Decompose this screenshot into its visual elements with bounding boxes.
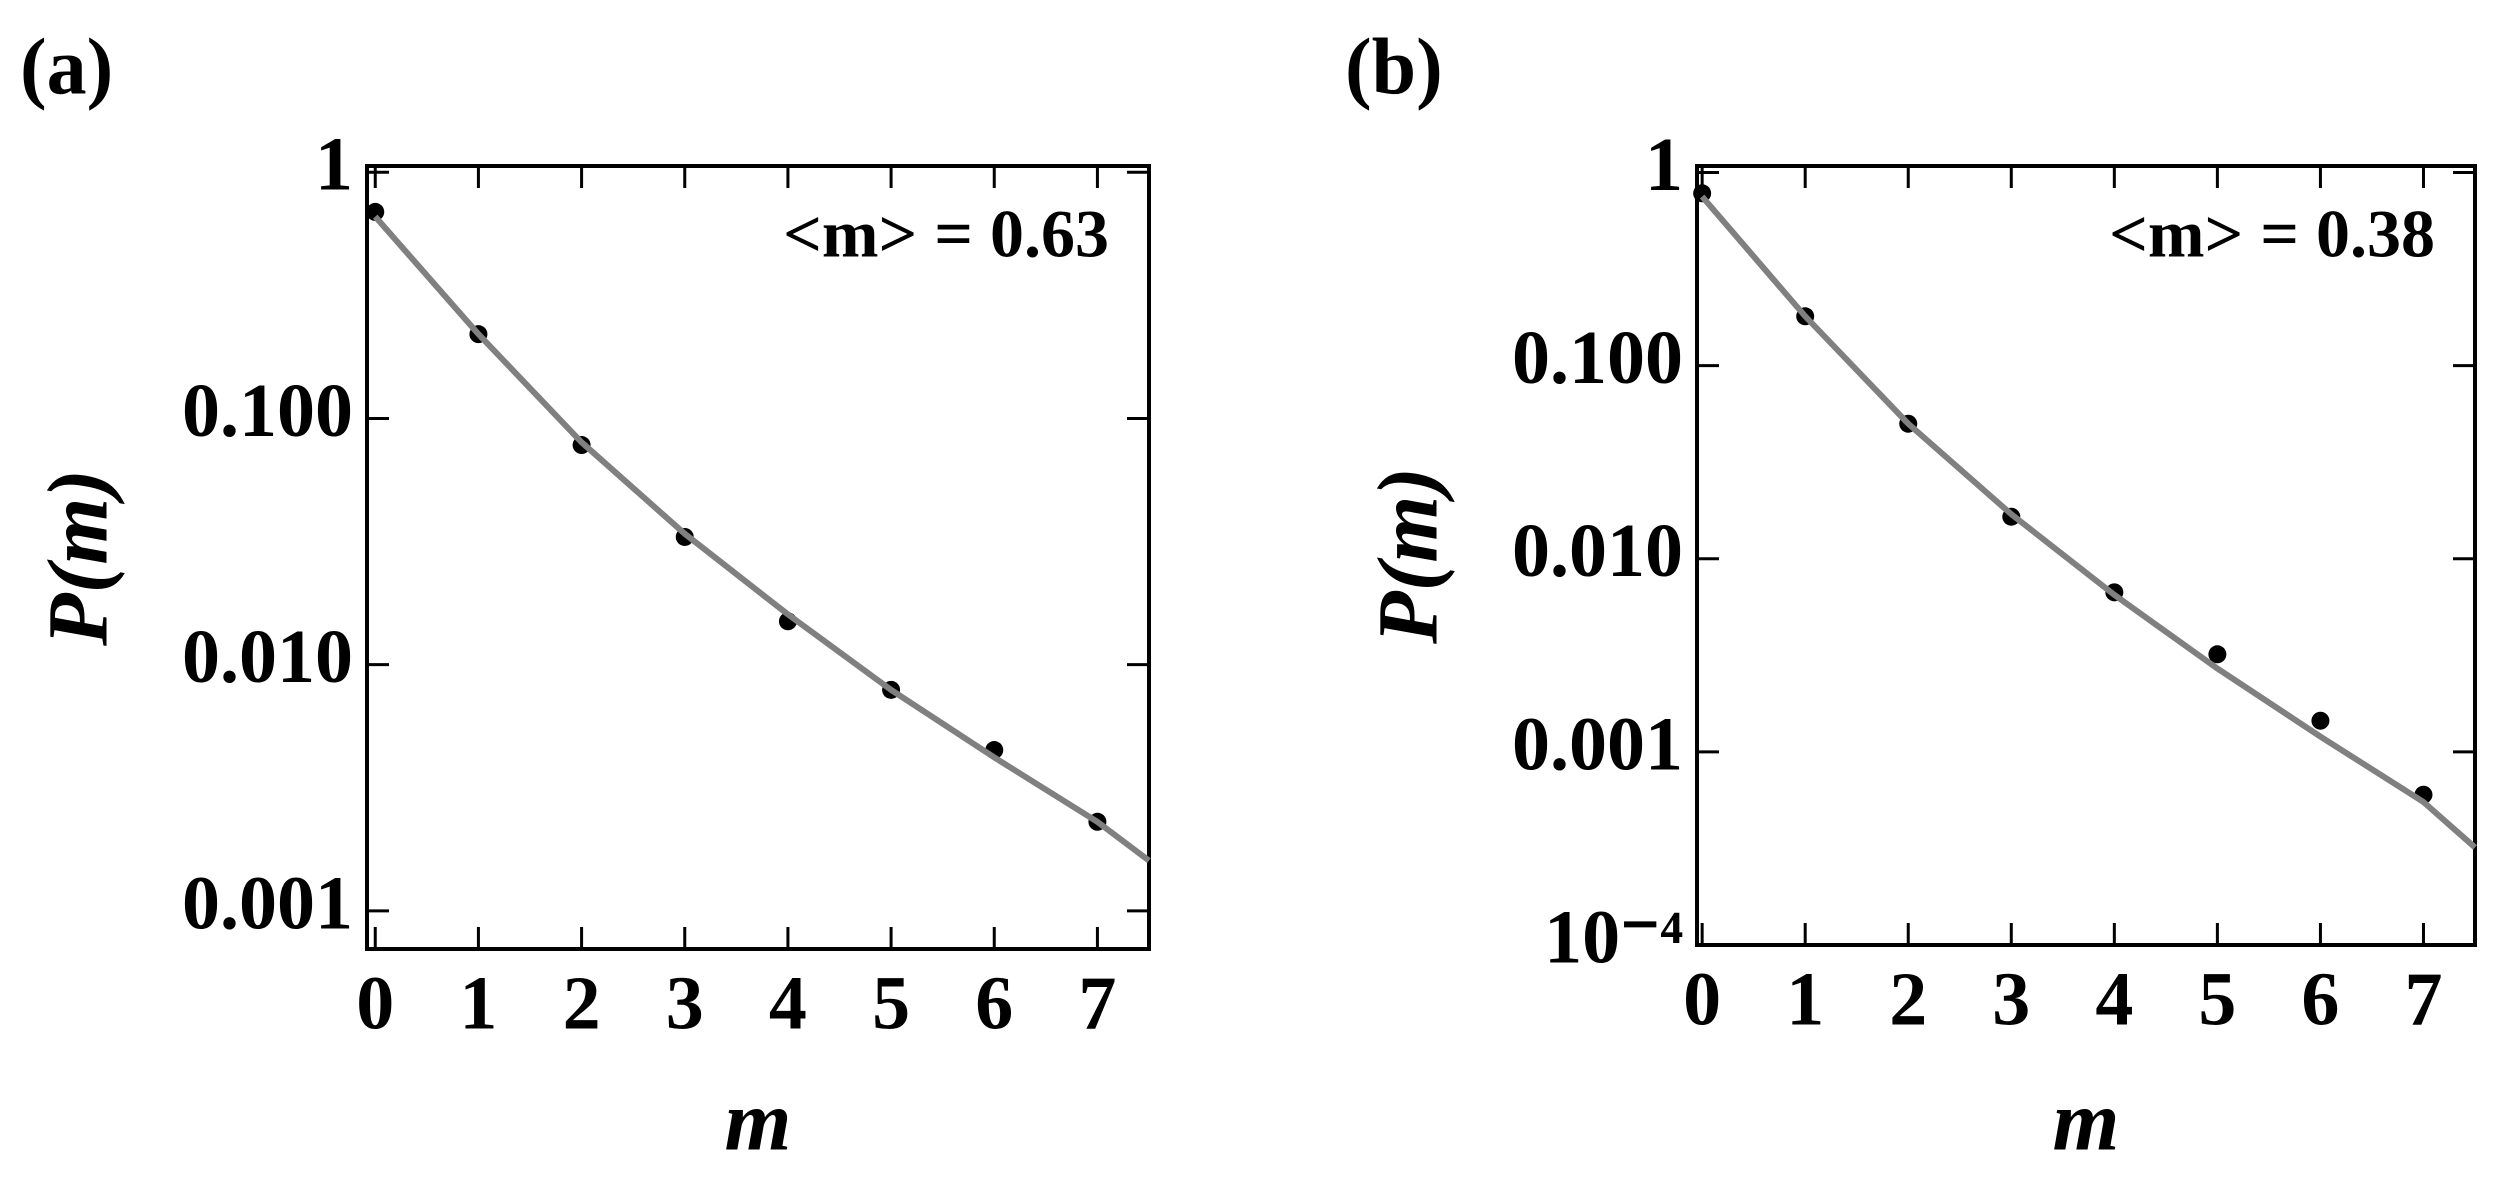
y-tick-label: 0.001 xyxy=(182,861,353,945)
y-axis-label: P(m) xyxy=(30,469,126,647)
x-tick-label: 0 xyxy=(356,961,394,1045)
x-tick-label: 3 xyxy=(666,961,704,1045)
x-tick-label: 7 xyxy=(1078,961,1116,1045)
fit-line xyxy=(1699,194,2477,850)
data-point xyxy=(2311,711,2330,730)
x-tick-label: 6 xyxy=(2301,957,2339,1041)
y-tick-label: 1 xyxy=(1645,123,1683,207)
x-tick-label: 5 xyxy=(872,961,910,1045)
y-tick-label: 0.100 xyxy=(1512,316,1683,400)
x-tick-label: 2 xyxy=(1889,957,1927,1041)
y-axis-label: P(m) xyxy=(1360,467,1456,645)
plot-frame xyxy=(1695,164,2477,947)
x-tick-label: 4 xyxy=(769,961,807,1045)
fit-line xyxy=(372,214,1151,864)
plot-frame xyxy=(365,164,1151,951)
data-point xyxy=(2208,645,2227,664)
x-tick-label: 1 xyxy=(1786,957,1824,1041)
x-tick-label: 5 xyxy=(2198,957,2236,1041)
panel-label: (a) xyxy=(20,23,113,111)
x-tick-label: 4 xyxy=(2095,957,2133,1041)
x-tick-label: 6 xyxy=(975,961,1013,1045)
annotation: <m> = 0.38 xyxy=(2109,196,2435,272)
data-point xyxy=(366,202,385,221)
x-tick-label: 2 xyxy=(563,961,601,1045)
panel-label: (b) xyxy=(1345,23,1443,111)
y-tick-label: 0.100 xyxy=(182,369,353,453)
annotation: <m> = 0.63 xyxy=(783,196,1109,272)
x-tick-label: 1 xyxy=(459,961,497,1045)
y-tick-label: 0.010 xyxy=(182,615,353,699)
x-axis-label: m xyxy=(725,1073,792,1169)
x-tick-label: 0 xyxy=(1683,957,1721,1041)
y-tick-label: 10⁻⁴ xyxy=(1544,895,1683,979)
x-tick-label: 3 xyxy=(1992,957,2030,1041)
y-tick-label: 1 xyxy=(315,123,353,207)
x-tick-label: 7 xyxy=(2404,957,2442,1041)
y-tick-label: 0.001 xyxy=(1512,702,1683,786)
x-axis-label: m xyxy=(2053,1073,2120,1169)
y-tick-label: 0.010 xyxy=(1512,509,1683,593)
